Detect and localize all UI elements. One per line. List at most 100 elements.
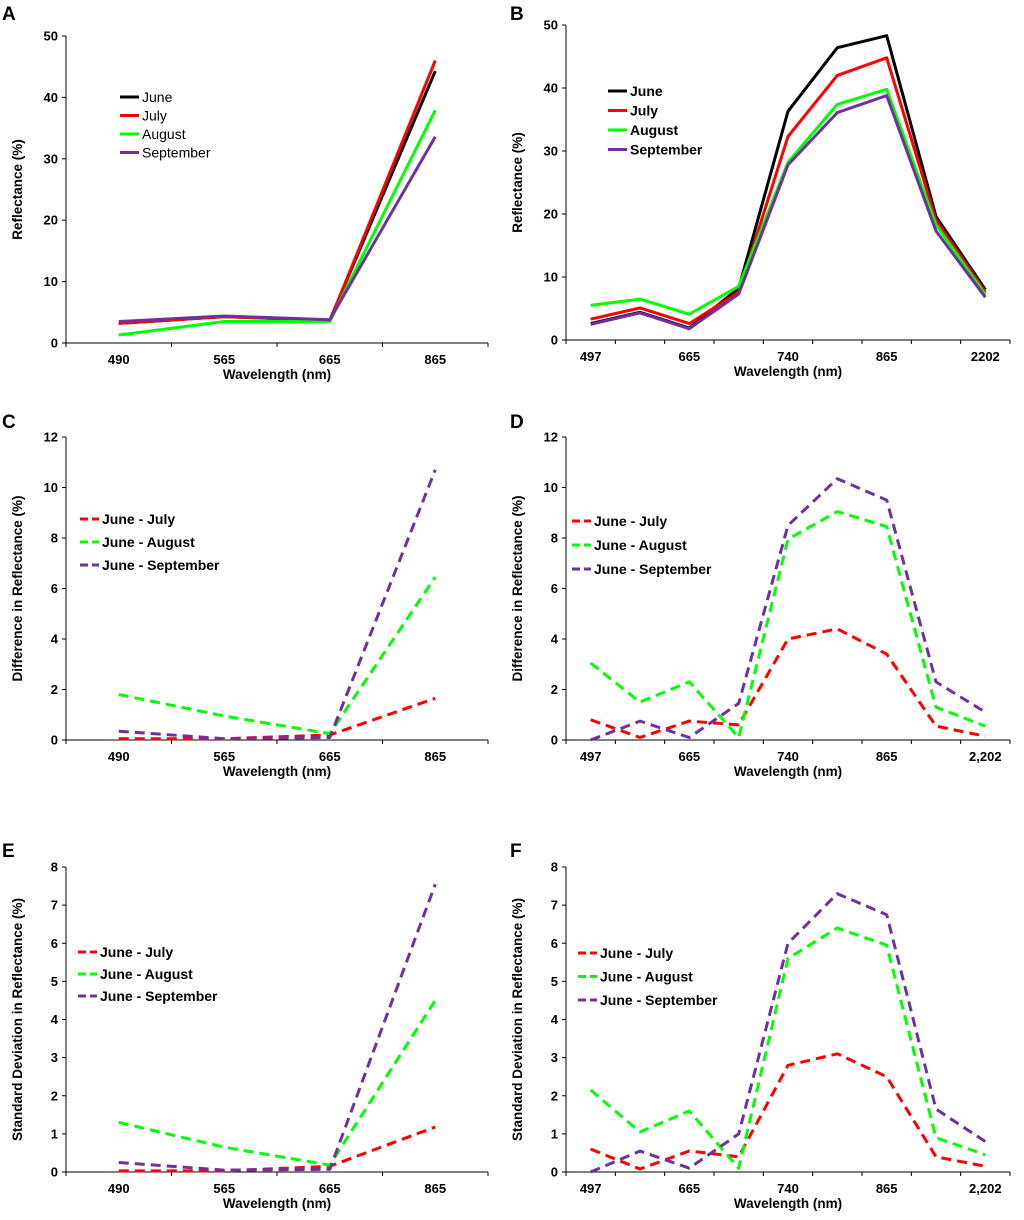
x-tick-label: 565 — [213, 1181, 235, 1196]
series-line-june-august — [118, 999, 437, 1167]
y-tick-label: 1 — [51, 1126, 58, 1141]
legend-label: June — [630, 83, 663, 99]
series-line-june-august — [118, 576, 437, 736]
series-line-august — [118, 109, 437, 337]
x-axis-title: Wavelength (nm) — [734, 764, 842, 779]
panel-letter: D — [510, 412, 524, 433]
chart-panel-c: C 0 2 4 6 8 10 12 490 565 665 865 Wavelength (nm) Dif… — [2, 412, 489, 779]
series-line-july — [590, 56, 987, 326]
y-tick-label: 8 — [551, 860, 558, 875]
panel-letter: E — [2, 841, 15, 862]
legend-label: June - August — [102, 534, 195, 550]
y-tick-label: 20 — [544, 207, 558, 222]
x-tick-label: 565 — [213, 749, 235, 764]
y-tick-label: 50 — [544, 18, 558, 33]
y-tick-label: 50 — [44, 29, 58, 44]
legend-label: June - September — [594, 561, 712, 577]
y-tick-label: 30 — [44, 151, 58, 166]
y-tick-label: 4 — [551, 632, 559, 647]
y-tick-label: 10 — [544, 480, 558, 495]
x-tick-label: 2,202 — [969, 749, 1002, 764]
panel-letter: B — [510, 4, 524, 25]
x-axis-title: Wavelength (nm) — [223, 367, 331, 382]
x-tick-label: 665 — [678, 349, 700, 364]
legend-label: August — [142, 126, 186, 142]
x-tick-label: 490 — [108, 1181, 130, 1196]
y-tick-label: 2 — [51, 682, 58, 697]
legend-label: June - July — [102, 511, 175, 527]
x-axis-title: Wavelength (nm) — [223, 764, 331, 779]
series-line-june-september — [590, 892, 987, 1174]
chart-panel-e: E 0 1 2 3 4 5 6 7 8 490 565 665 865 Wavelength (nm) Sta… — [2, 841, 489, 1211]
y-tick-label: 0 — [551, 333, 558, 348]
x-tick-label: 740 — [777, 1181, 799, 1196]
legend-label: September — [630, 142, 703, 158]
x-tick-label: 665 — [319, 1181, 341, 1196]
legend-label: July — [630, 103, 658, 119]
legend-label: August — [630, 122, 679, 138]
x-tick-label: 565 — [213, 352, 235, 367]
y-tick-label: 6 — [51, 581, 58, 596]
x-tick-label: 865 — [876, 349, 898, 364]
legend-label: June - September — [600, 992, 718, 1008]
y-tick-label: 0 — [551, 733, 558, 748]
y-tick-label: 4 — [551, 1012, 559, 1027]
x-tick-label: 497 — [580, 749, 602, 764]
series-line-june — [590, 34, 987, 330]
chart-panel-d: D 0 2 4 6 8 10 12 497 665 740 865 2,202 Wavelength (n… — [510, 412, 1011, 779]
y-tick-label: 4 — [51, 1012, 59, 1027]
x-tick-label: 490 — [108, 352, 130, 367]
chart-panel-f: F 0 1 2 3 4 5 6 7 8 497 665 740 865 2,202 Wavelength (n… — [510, 841, 1011, 1211]
y-tick-label: 2 — [51, 1088, 58, 1103]
y-tick-label: 6 — [551, 936, 558, 951]
panel-letter: C — [2, 412, 16, 433]
x-tick-label: 665 — [678, 1181, 700, 1196]
legend-label: June - September — [102, 557, 220, 573]
y-tick-label: 2 — [551, 682, 558, 697]
series-line-september — [118, 135, 437, 323]
y-tick-label: 6 — [51, 936, 58, 951]
y-tick-label: 40 — [544, 81, 558, 96]
legend-label: June - September — [100, 988, 218, 1004]
panel-letter: F — [510, 841, 522, 862]
y-tick-label: 10 — [44, 480, 58, 495]
x-tick-label: 490 — [108, 749, 130, 764]
y-tick-label: 7 — [51, 898, 58, 913]
x-tick-label: 865 — [424, 352, 446, 367]
y-axis-title: Standard Deviation in Reflectance (%) — [510, 898, 525, 1141]
y-tick-label: 12 — [544, 430, 558, 445]
legend-label: June - July — [600, 945, 673, 961]
x-tick-label: 665 — [319, 352, 341, 367]
series-line-august — [590, 87, 987, 316]
y-tick-label: 8 — [551, 531, 558, 546]
legend-label: June - August — [600, 969, 693, 985]
y-axis-title: Difference in Reflectance (%) — [10, 495, 25, 681]
y-tick-label: 6 — [551, 581, 558, 596]
chart-panel-a: A 0 10 20 30 40 50 490 565 665 865 Wavelength (nm) R… — [2, 4, 489, 382]
y-tick-label: 4 — [51, 632, 59, 647]
y-tick-label: 2 — [551, 1088, 558, 1103]
y-axis-title: Reflectance (%) — [510, 132, 525, 233]
x-tick-label: 740 — [777, 749, 799, 764]
x-tick-label: 865 — [424, 749, 446, 764]
y-tick-label: 5 — [551, 974, 558, 989]
series-line-june-july — [590, 1052, 986, 1171]
y-axis-title: Difference in Reflectance (%) — [510, 495, 525, 681]
y-tick-label: 10 — [44, 274, 58, 289]
legend-label: June - August — [594, 537, 687, 553]
x-tick-label: 865 — [876, 1181, 898, 1196]
series-line-june-july — [118, 1125, 436, 1173]
y-tick-label: 0 — [51, 733, 58, 748]
y-tick-label: 3 — [51, 1050, 58, 1065]
x-axis-title: Wavelength (nm) — [734, 1196, 842, 1211]
y-axis-title: Reflectance (%) — [10, 139, 25, 240]
y-tick-label: 1 — [551, 1126, 558, 1141]
y-tick-label: 30 — [544, 144, 558, 159]
y-tick-label: 0 — [51, 1165, 58, 1180]
y-tick-label: 5 — [51, 974, 58, 989]
legend-label: July — [142, 108, 167, 124]
legend-label: June - July — [594, 513, 667, 529]
legend-label: September — [142, 145, 211, 161]
x-tick-label: 665 — [319, 749, 341, 764]
y-tick-label: 40 — [44, 90, 58, 105]
